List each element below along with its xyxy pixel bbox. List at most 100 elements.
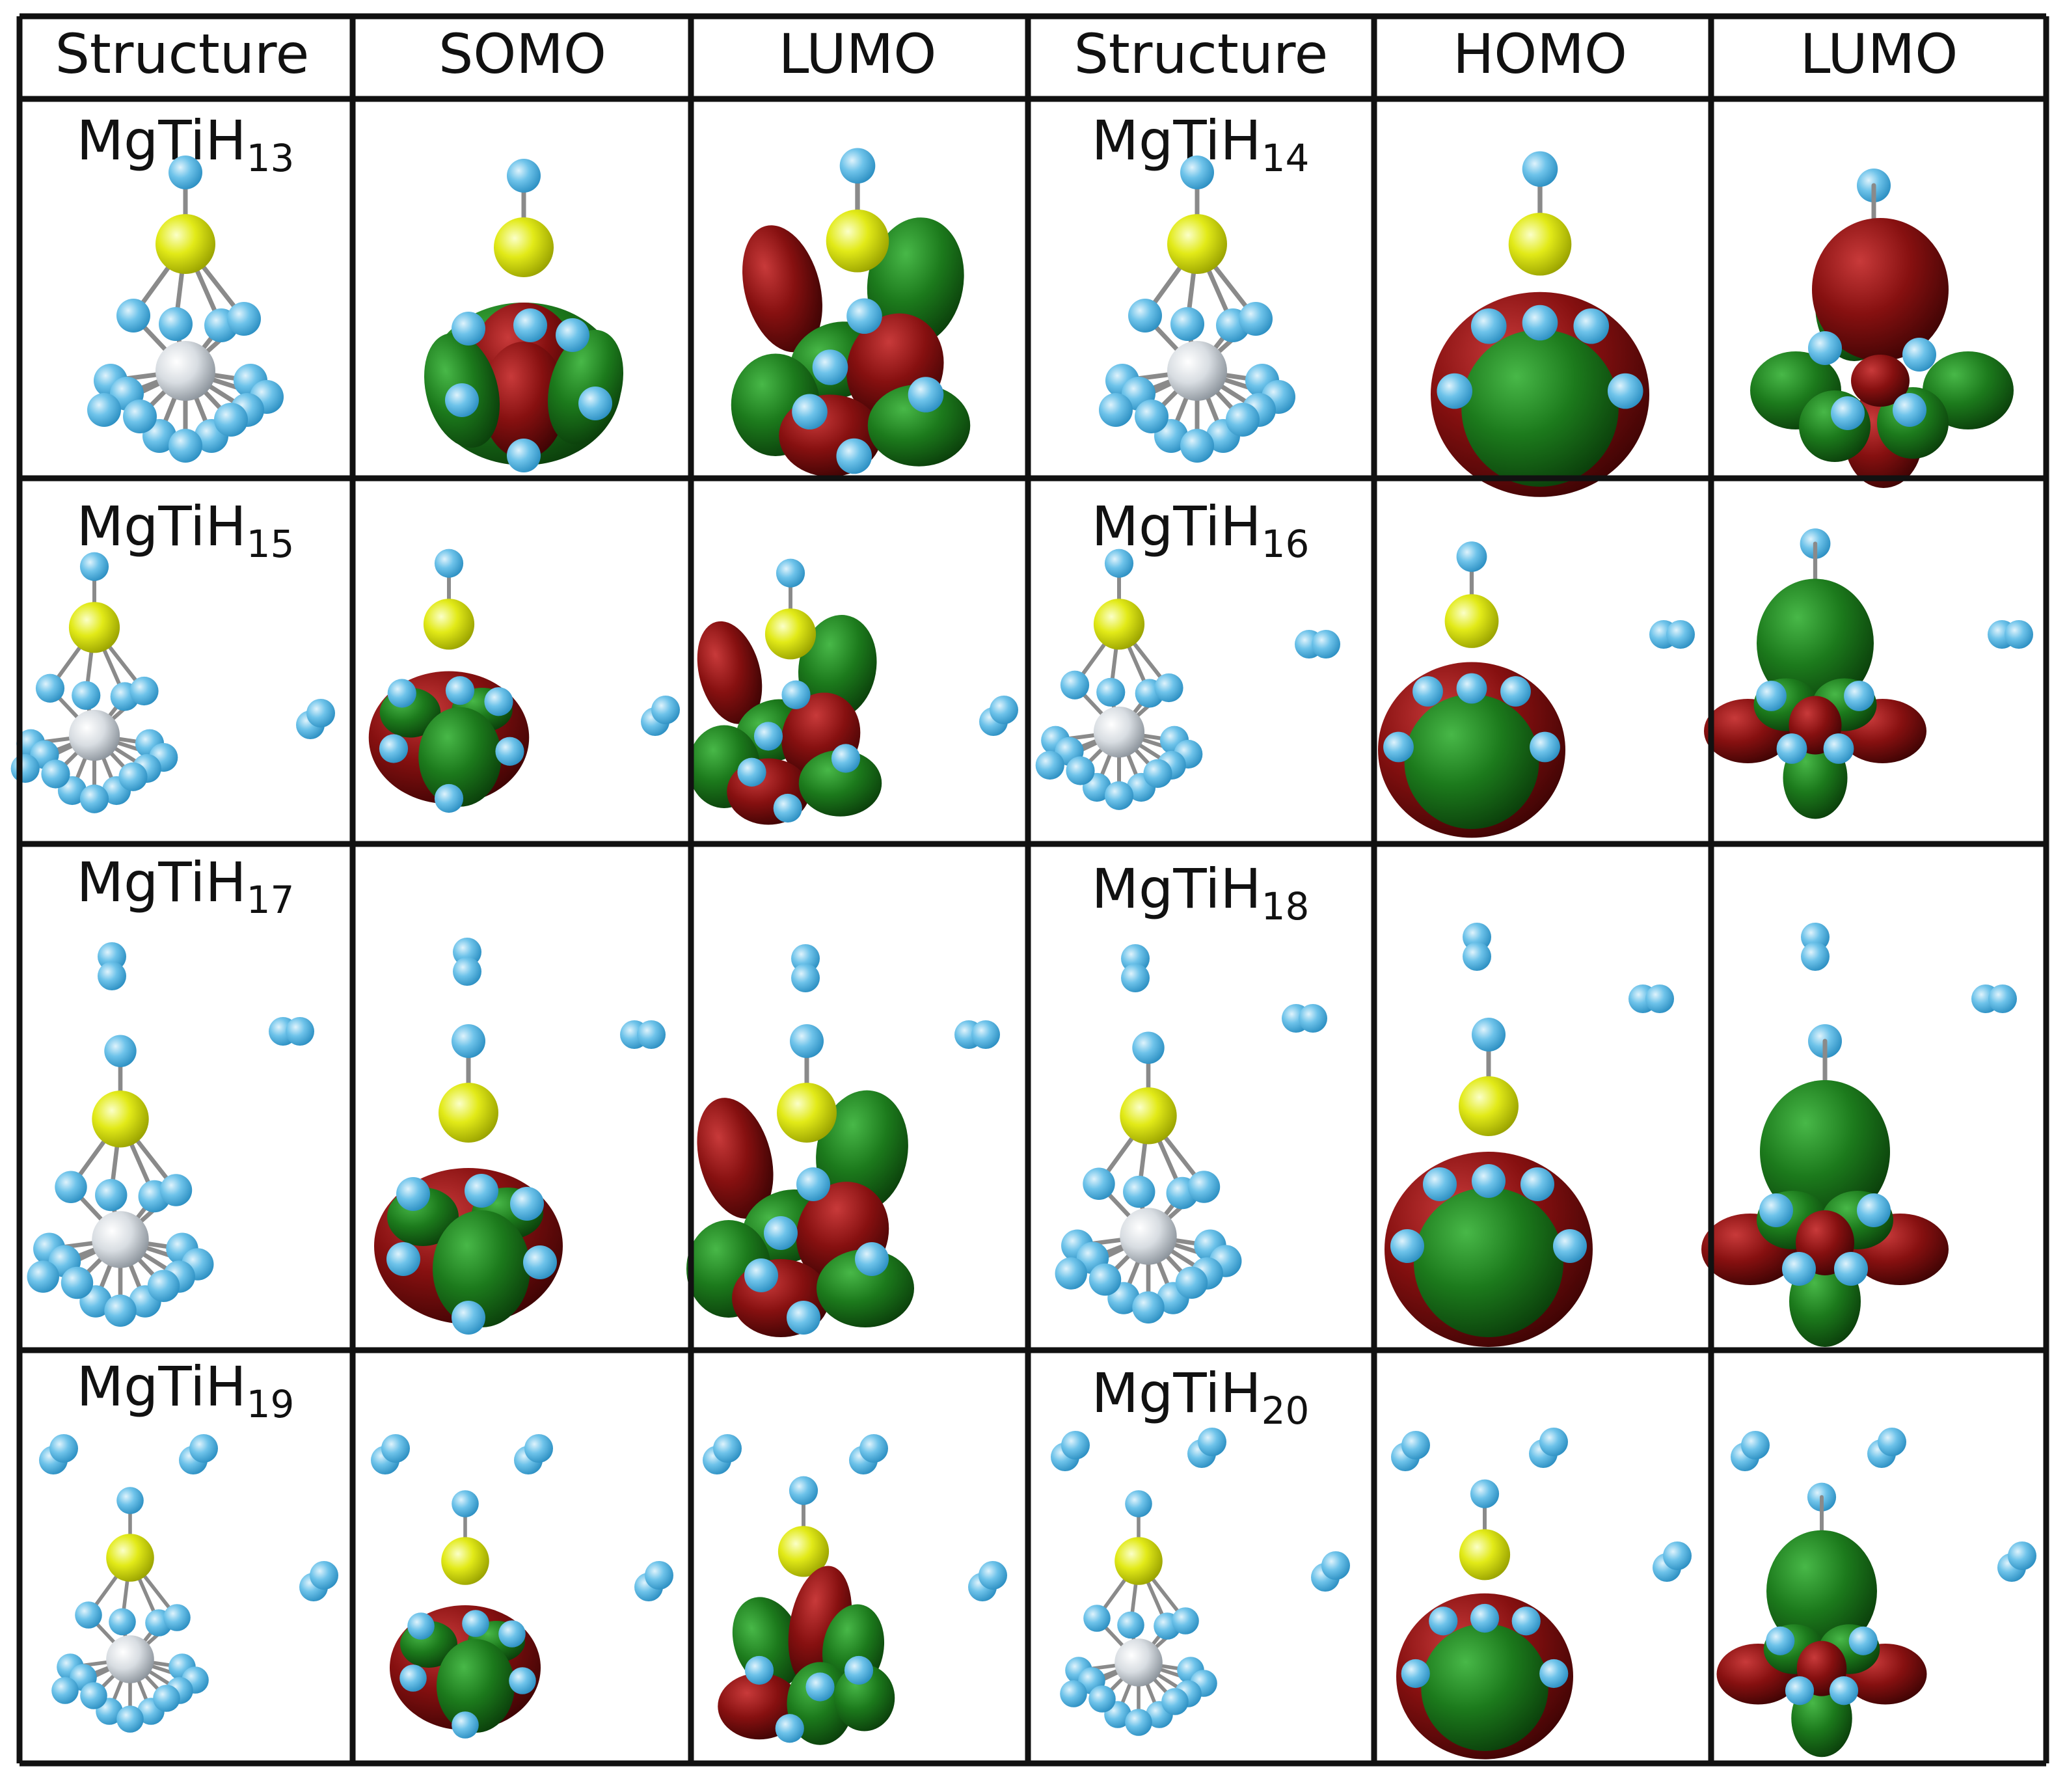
hydrogen-atom (189, 1434, 218, 1463)
hydrogen-atom (407, 1612, 435, 1640)
magnesium-atom (1459, 1076, 1519, 1136)
hydrogen-atom (846, 298, 882, 334)
hydrogen-atom (1756, 681, 1787, 711)
orbital-lobe-negative (697, 1098, 774, 1219)
hydrogen-atom (123, 400, 157, 433)
hydrogen-atom (1539, 1659, 1569, 1689)
hydrogen-atom (1083, 1605, 1111, 1632)
hydrogen-atom (1132, 1291, 1165, 1324)
hydrogen-atom (507, 439, 541, 472)
hydrogen-atom (214, 403, 248, 437)
hydrogen-atom (1172, 1607, 1199, 1635)
hydrogen-atom (971, 1020, 1000, 1049)
hydrogen-atom (1187, 1171, 1221, 1203)
hydrogen-atom (386, 1242, 420, 1276)
molecule-renderings (10, 148, 2036, 1759)
hydrogen-atom (1470, 1603, 1500, 1633)
hydrogen-atom (1878, 1428, 1906, 1456)
titanium-atom (155, 341, 215, 401)
header-somo: SOMO (439, 22, 606, 86)
hydrogen-atom (509, 1667, 536, 1694)
magnesium-atom (1120, 1087, 1177, 1145)
hydrogen-atom (1198, 1428, 1226, 1456)
hydrogen-atom (95, 1178, 128, 1212)
hydrogen-atom (1125, 1490, 1152, 1517)
magnesium-atom (1167, 214, 1227, 274)
hydrogen-atom (79, 784, 109, 813)
magnesium-atom (1093, 599, 1145, 650)
hydrogen-atom (498, 1620, 526, 1648)
hydrogen-atom (1831, 396, 1865, 430)
orbital-lobe-positive (1799, 390, 1871, 462)
hydrogen-atom (116, 1487, 144, 1514)
magnesium-atom (441, 1537, 489, 1585)
hydrogen-atom (163, 1604, 191, 1631)
hydrogen-atom (836, 438, 872, 474)
hydrogen-atom (513, 308, 547, 342)
hydrogen-atom (1902, 338, 1936, 372)
orbital-lobe-positive (1760, 1080, 1890, 1223)
orbital-lobe-positive (787, 1662, 854, 1745)
hydrogen-atom (452, 1301, 485, 1335)
hydrogen-atom (286, 1017, 314, 1046)
hydrogen-atom (1061, 1431, 1090, 1459)
hydrogen-atom (61, 1266, 94, 1299)
hydrogen-atom (1470, 1479, 1500, 1508)
titanium-atom (92, 1211, 149, 1268)
header-lumo-right: LUMO (1800, 22, 1958, 86)
magnesium-atom (423, 599, 475, 650)
hydrogen-atom (445, 383, 479, 417)
hydrogen-atom (776, 558, 805, 588)
hydrogen-atom (1782, 1252, 1816, 1286)
magnesium-atom (1115, 1537, 1163, 1585)
hydrogen-atom (1161, 1688, 1189, 1715)
hydrogen-atom (1463, 942, 1491, 971)
hydrogen-atom (1135, 400, 1169, 433)
hydrogen-atom (10, 753, 40, 783)
hydrogen-atom (1522, 305, 1558, 341)
hydrogen-atom (1423, 1167, 1457, 1201)
hydrogen-atom (979, 1561, 1007, 1590)
magnesium-atom (777, 1083, 837, 1143)
hydrogen-atom (1088, 1263, 1122, 1296)
hydrogen-atom (1759, 1193, 1793, 1227)
magnesium-atom (494, 217, 554, 277)
formula-label: MgTiH16 (1092, 495, 1310, 566)
hydrogen-atom (381, 1434, 410, 1463)
hydrogen-atom (790, 1024, 824, 1058)
orbital-lobe-positive (798, 750, 882, 817)
hydrogen-atom (1132, 1031, 1165, 1064)
magnesium-atom (764, 608, 817, 660)
hydrogen-atom (1312, 630, 1340, 658)
orbital-lobe-negative (697, 621, 763, 724)
hydrogen-atom (306, 699, 335, 727)
hydrogen-atom (510, 1187, 544, 1221)
hydrogen-atom (1607, 373, 1643, 409)
hydrogen-atom (1401, 1659, 1430, 1689)
magnesium-atom (1508, 212, 1572, 276)
hydrogen-atom (1429, 1607, 1458, 1636)
hydrogen-atom (1848, 1626, 1878, 1655)
header-homo: HOMO (1453, 22, 1627, 86)
orbital-lobe-positive (1421, 1623, 1548, 1751)
hydrogen-atom (1470, 308, 1507, 344)
hydrogen-atom (1539, 1428, 1568, 1456)
hydrogen-atom (104, 1035, 137, 1067)
magnesium-atom (92, 1091, 149, 1148)
hydrogen-atom (87, 393, 121, 427)
hydrogen-atom (1035, 750, 1064, 780)
hydrogen-atom (578, 387, 612, 420)
hydrogen-atom (812, 349, 848, 385)
hydrogen-atom (1857, 1193, 1891, 1227)
hydrogen-atom (651, 696, 680, 724)
formula-label: MgTiH19 (77, 1355, 295, 1426)
hydrogen-atom (713, 1434, 742, 1463)
hydrogen-atom (1456, 673, 1487, 704)
orbital-lobe-positive (1766, 1530, 1877, 1652)
orbital-lobe-negative (742, 225, 822, 353)
hydrogen-atom (1456, 541, 1487, 572)
hydrogen-atom (805, 1672, 835, 1702)
hydrogen-atom (855, 1242, 889, 1276)
formula-label: MgTiH18 (1092, 857, 1310, 929)
